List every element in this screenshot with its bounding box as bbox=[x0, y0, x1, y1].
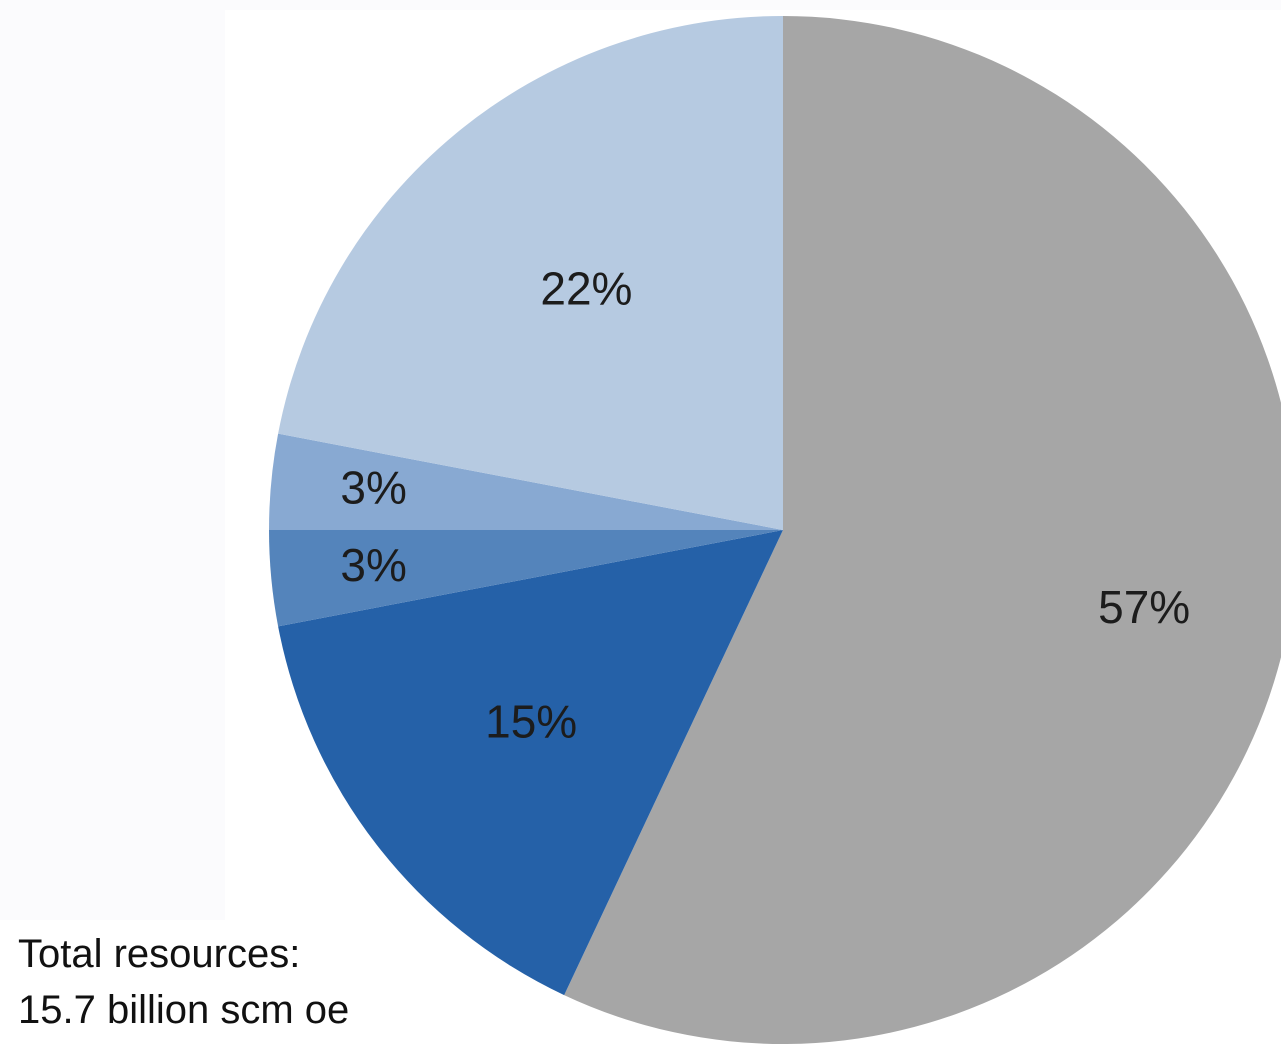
background-strip bbox=[225, 0, 1281, 10]
total-resources-note: Total resources: 15.7 billion scm oe bbox=[18, 926, 349, 1038]
slice-22 bbox=[278, 16, 783, 530]
slice-15 bbox=[278, 530, 783, 996]
slice-3b bbox=[269, 433, 783, 530]
slice-15-label: 15% bbox=[485, 695, 577, 747]
slice-3a-label: 3% bbox=[340, 539, 406, 591]
slice-22-label: 22% bbox=[540, 263, 632, 315]
total-resources-value: 15.7 billion scm oe bbox=[18, 988, 350, 1032]
slice-57 bbox=[564, 16, 1281, 1044]
background-panel bbox=[0, 0, 225, 920]
slice-3b-label: 3% bbox=[340, 461, 406, 513]
slice-3a bbox=[269, 530, 783, 627]
slice-57-label: 57% bbox=[1098, 581, 1190, 633]
total-resources-label: Total resources: bbox=[18, 932, 301, 976]
